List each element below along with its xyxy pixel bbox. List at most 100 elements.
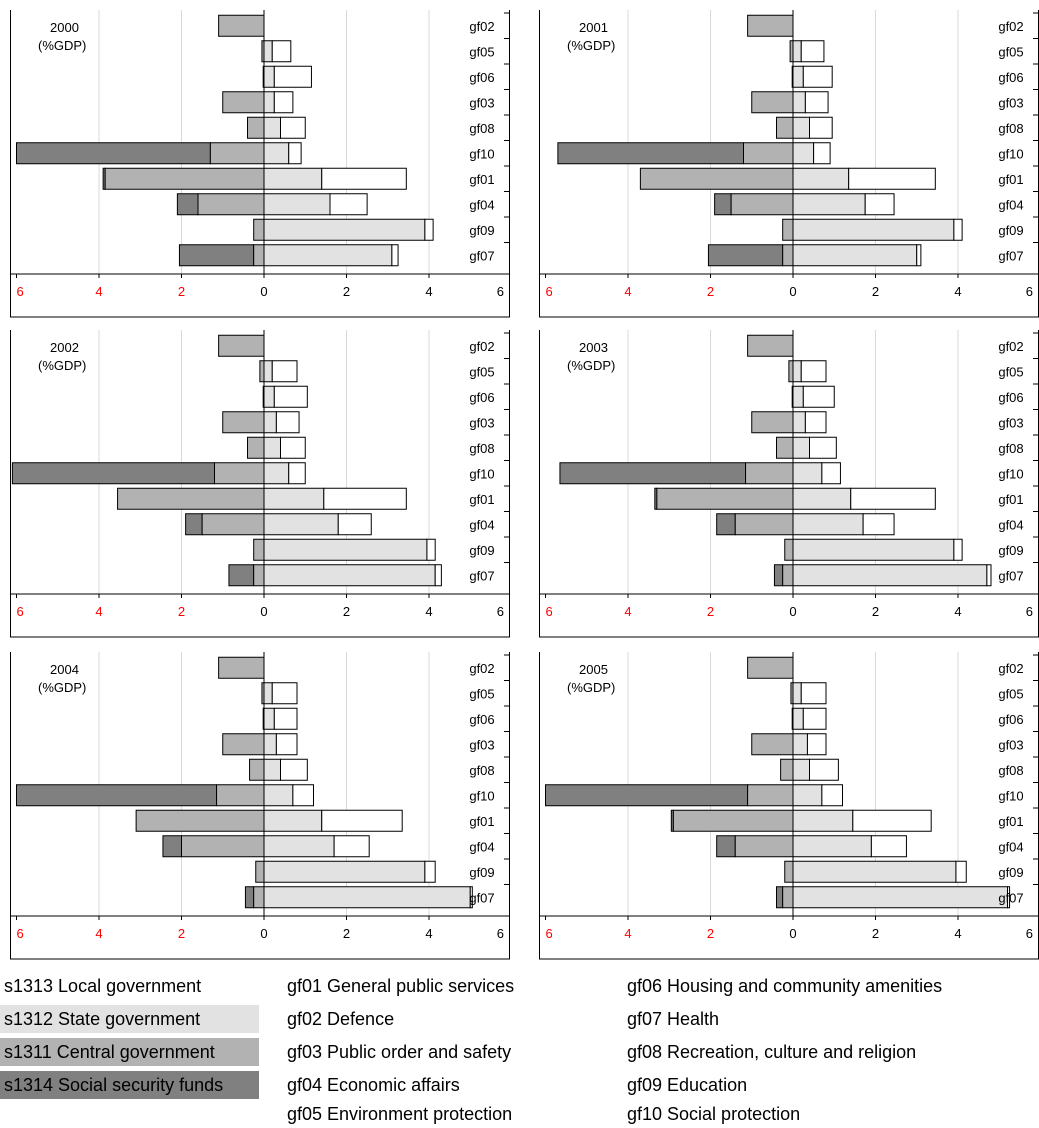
legend-function-gf10: gf10 Social protection [627,1104,801,1124]
bar-s1313-gf06 [802,707,827,730]
bar-s1314-gf07 [228,564,255,587]
chart-panel-2000: gf02 gf05 gf06 gf03 gf08 gf10 gf01 gf04 gf09 gf07… [10,10,510,318]
bar-s1311-gf10 [747,784,794,807]
chart-unit: (%GDP) [567,680,615,695]
bar-s1312-gf08 [263,436,281,459]
bar-s1311-gf04 [734,835,794,858]
bar-s1314-gf04 [185,513,203,536]
category-label-gf08: gf08 [469,763,494,778]
x-tick-label-right: 2 [872,926,879,941]
chart-svg-2004: gf02 gf05 gf06 gf03 gf08 gf10 gf01 gf04 gf09 gf07… [10,652,510,960]
bar-s1313-gf07 [1007,886,1011,909]
bar-s1312-gf03 [792,411,806,434]
bar-s1312-gf07 [792,244,918,267]
x-tick-label-right: 6 [497,604,504,619]
bar-s1313-gf05 [271,360,298,383]
category-label-gf10: gf10 [469,788,494,803]
bar-s1311-gf03 [751,733,794,756]
category-label-gf08: gf08 [469,441,494,456]
bar-s1312-gf06 [792,65,804,88]
bar-s1311-gf01 [639,167,794,190]
category-label-gf02: gf02 [469,339,494,354]
bar-s1313-gf01 [850,487,936,510]
bar-s1313-gf10 [288,142,302,165]
bar-s1312-gf01 [263,167,323,190]
bar-s1313-gf10 [821,784,843,807]
legend-sector-s1314: s1314 Social security funds [0,1071,259,1099]
bar-s1313-gf10 [292,784,314,807]
bar-s1311-gf02 [218,334,265,357]
panel-frame [10,330,510,638]
bar-s1312-gf04 [263,835,335,858]
bar-s1311-gf01 [117,487,265,510]
bar-s1313-gf10 [288,462,306,485]
category-label-gf01: gf01 [469,492,494,507]
bar-s1313-gf08 [280,436,306,459]
x-tick-label-right: 4 [954,926,961,941]
x-tick-label-left: 4 [624,926,631,941]
chart-year: 2003 [579,340,608,355]
bar-s1314-gf10 [16,142,211,165]
category-label-gf03: gf03 [998,95,1023,110]
x-tick-label-right: 6 [1026,284,1033,299]
category-label-gf04: gf04 [469,839,494,854]
category-label-gf04: gf04 [998,197,1023,212]
bar-s1311-gf02 [747,14,794,37]
bar-s1314-gf10 [559,462,747,485]
category-label-gf10: gf10 [998,788,1023,803]
bar-s1312-gf04 [792,513,864,536]
bar-s1313-gf08 [809,436,837,459]
bar-s1312-gf07 [792,564,988,587]
bar-s1312-gf03 [263,411,277,434]
bar-s1311-gf08 [780,758,794,781]
legend-function-gf08: gf08 Recreation, culture and religion [627,1042,917,1062]
category-label-gf09: gf09 [469,543,494,558]
bar-s1311-gf08 [776,436,794,459]
x-tick-label-right: 2 [872,604,879,619]
category-label-gf08: gf08 [998,441,1023,456]
bar-s1311-gf05 [259,360,265,383]
category-label-gf04: gf04 [469,517,494,532]
chart-unit: (%GDP) [38,38,86,53]
x-tick-label-left: 2 [707,604,714,619]
bar-s1313-gf05 [271,682,298,705]
bar-s1313-gf09 [955,860,967,883]
bar-s1313-gf08 [280,116,306,139]
x-tick-label-right: 6 [1026,926,1033,941]
category-label-gf08: gf08 [998,763,1023,778]
bar-s1312-gf05 [263,360,273,383]
bar-s1311-gf02 [218,656,265,679]
bar-s1313-gf03 [804,411,827,434]
category-label-gf09: gf09 [469,865,494,880]
category-label-gf02: gf02 [998,339,1023,354]
x-tick-label-left: 2 [178,926,185,941]
bar-s1312-gf05 [792,360,802,383]
bar-s1314-gf10 [545,784,749,807]
bar-s1311-gf08 [247,436,265,459]
bar-s1312-gf08 [792,758,810,781]
legend-function-gf04: gf04 Economic affairs [287,1075,460,1095]
bar-s1313-gf04 [337,513,372,536]
legend-function-gf03: gf03 Public order and safety [287,1042,512,1062]
bar-s1312-gf07 [263,564,436,587]
category-label-gf07: gf07 [469,890,494,905]
bar-s1312-gf04 [792,835,872,858]
category-label-gf07: gf07 [469,248,494,263]
bar-s1312-gf09 [792,218,955,241]
bar-s1311-gf01 [672,809,794,832]
x-tick-label-right: 4 [425,284,432,299]
bar-s1311-gf02 [747,334,794,357]
x-tick-label-right: 0 [260,926,267,941]
bar-s1313-gf01 [321,167,407,190]
category-label-gf03: gf03 [469,737,494,752]
category-label-gf10: gf10 [469,466,494,481]
bar-s1311-gf04 [181,835,265,858]
chart-svg-2002: gf02 gf05 gf06 gf03 gf08 gf10 gf01 gf04 gf09 gf07… [10,330,510,638]
bar-s1313-gf07 [916,244,922,267]
x-tick-label-left: 6 [17,284,24,299]
legend: s1313 Local government s1312 State gover… [0,972,1039,1128]
bar-s1313-gf05 [800,360,827,383]
bar-s1314-gf10 [557,142,744,165]
bar-s1313-gf04 [333,835,370,858]
legend-function-gf01: gf01 General public services [287,976,515,996]
